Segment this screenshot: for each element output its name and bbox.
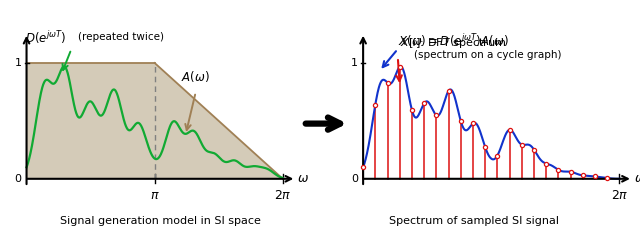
Text: $X(\omega) = D(e^{j\omega T})A(\omega)$: $X(\omega) = D(e^{j\omega T})A(\omega)$ [397, 32, 508, 49]
Text: $\pi$: $\pi$ [150, 189, 159, 202]
Text: $A(\omega)$: $A(\omega)$ [182, 69, 210, 84]
Text: 1: 1 [351, 58, 358, 68]
Text: (spectrum on a cycle graph): (spectrum on a cycle graph) [414, 50, 561, 60]
Text: 0: 0 [351, 174, 358, 184]
Text: $2\pi$: $2\pi$ [611, 189, 628, 202]
Text: $X[i]$: DFT spectrum: $X[i]$: DFT spectrum [400, 36, 506, 50]
Text: Spectrum of sampled SI signal: Spectrum of sampled SI signal [388, 215, 559, 226]
Polygon shape [26, 63, 283, 179]
Text: $2\pi$: $2\pi$ [274, 189, 292, 202]
Text: $D(e^{j\omega T})$: $D(e^{j\omega T})$ [24, 29, 66, 46]
Text: Signal generation model in SI space: Signal generation model in SI space [60, 215, 260, 226]
Text: (repeated twice): (repeated twice) [77, 32, 163, 43]
Text: 1: 1 [15, 58, 22, 68]
Text: $\omega$: $\omega$ [634, 172, 640, 185]
Text: $\omega$: $\omega$ [298, 172, 309, 185]
Text: 0: 0 [15, 174, 22, 184]
